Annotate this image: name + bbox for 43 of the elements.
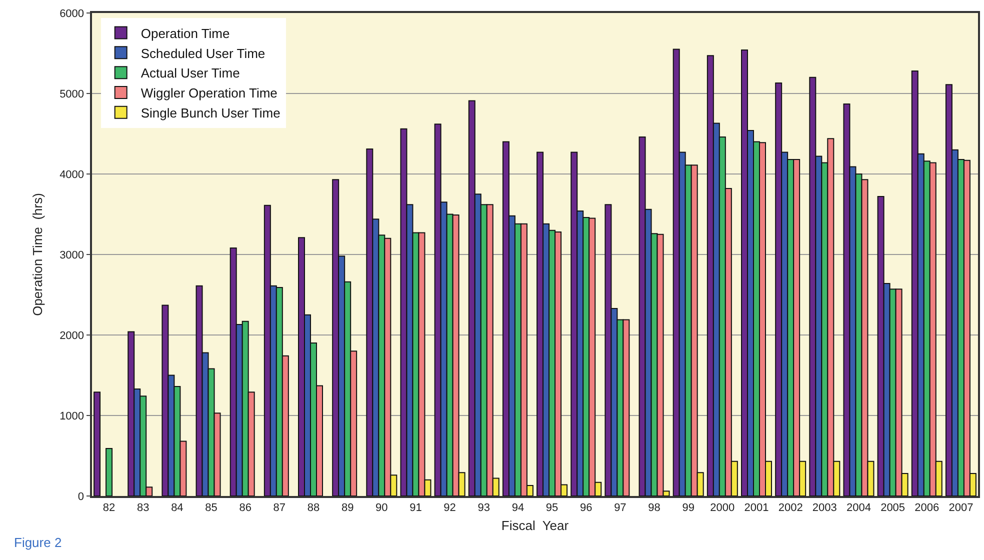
x-tick-label: 88 xyxy=(307,502,320,514)
y-tick-label: 1000 xyxy=(60,410,84,422)
x-tick-label: 2007 xyxy=(948,502,974,514)
x-tick-label: 84 xyxy=(171,502,184,514)
y-tick-label: 4000 xyxy=(60,168,84,181)
y-tick-label: 2000 xyxy=(60,330,84,342)
x-tick-label: 2001 xyxy=(744,502,769,514)
x-tick-label: 83 xyxy=(136,502,150,514)
x-tick-label: 95 xyxy=(546,502,558,514)
x-tick-label: 2002 xyxy=(778,502,803,514)
legend-label: Single Bunch User Time xyxy=(140,105,280,120)
x-tick-label: 97 xyxy=(614,502,626,514)
x-tick-label: 93 xyxy=(478,502,490,514)
legend-label: Wiggler Operation Time xyxy=(140,86,278,101)
x-tick-label: 2006 xyxy=(914,502,940,514)
x-tick-label: 87 xyxy=(273,502,286,514)
y-axis-title: Operation Time (hrs) xyxy=(30,193,46,316)
y-tick-label: 5000 xyxy=(60,88,84,100)
x-tick-label: 94 xyxy=(512,502,524,514)
x-tick-label: 96 xyxy=(580,502,592,514)
y-tick-label: 3000 xyxy=(60,249,84,262)
x-tick-label: 2000 xyxy=(710,502,735,514)
y-tick-label: 0 xyxy=(78,490,84,503)
x-tick-label: 2005 xyxy=(880,502,906,514)
legend-label: Actual User Time xyxy=(140,66,240,81)
x-tick-label: 92 xyxy=(444,502,456,514)
y-tick-label: 6000 xyxy=(60,8,84,20)
x-tick-label: 99 xyxy=(682,502,694,514)
bar xyxy=(94,392,101,496)
x-tick-label: 98 xyxy=(648,502,660,514)
x-tick-label: 2003 xyxy=(812,502,837,514)
x-tick-label: 85 xyxy=(205,502,218,514)
x-tick-label: 2004 xyxy=(846,502,871,514)
x-axis-title: Fiscal Year xyxy=(501,518,570,534)
legend-label: Scheduled User Time xyxy=(140,46,266,61)
bar xyxy=(106,448,113,496)
x-tick-label: 91 xyxy=(410,502,422,514)
x-tick-label: 82 xyxy=(102,502,116,514)
x-tick-label: 89 xyxy=(341,502,354,514)
x-tick-label: 90 xyxy=(376,502,388,514)
x-tick-label: 86 xyxy=(239,502,252,514)
caption: Figure 2 xyxy=(14,535,62,550)
legend-label: Operation Time xyxy=(140,26,230,41)
